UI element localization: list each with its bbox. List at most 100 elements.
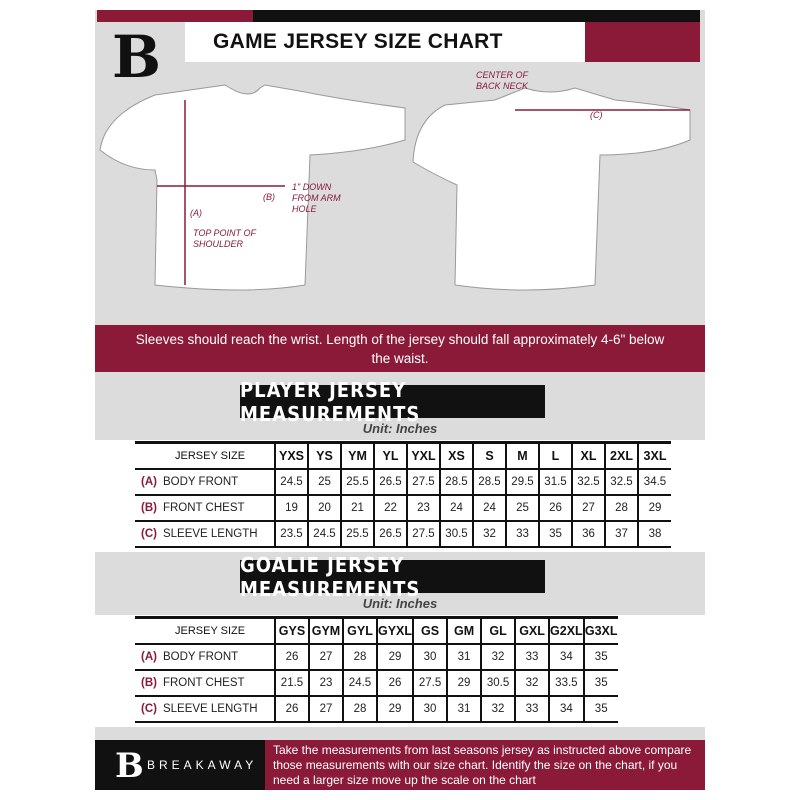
player-unit: Unit: Inches [362, 421, 438, 436]
player-size-table: JERSEY SIZE YXS YS YM YL YXL XS S M L XL 2XL 3XL (A) B… [135, 441, 671, 548]
measurement-cell: 25.5 [341, 520, 375, 548]
measurement-cell: 32 [481, 695, 517, 723]
size-header: GYXL [377, 616, 415, 645]
measurement-cell: 29 [377, 695, 415, 723]
row-key: (B) [141, 501, 157, 514]
label-c: (C) [590, 110, 603, 120]
row-label: (C) SLEEVE LENGTH [135, 520, 276, 548]
measurement-cell: 28 [343, 643, 378, 671]
measurement-cell: 21 [341, 494, 375, 522]
breakaway-logo: B [112, 23, 162, 91]
measurement-cell: 29.5 [506, 468, 540, 496]
size-header: GS [413, 616, 449, 645]
measurement-cell: 24.5 [275, 468, 309, 496]
measurement-cell: 33.5 [549, 669, 585, 697]
measurement-cell: 24 [473, 494, 507, 522]
measurement-cell: 27.5 [407, 520, 441, 548]
top-dark-bar [253, 10, 700, 22]
back-neck-note: CENTER OF BACK NECK [476, 70, 529, 91]
measurement-cell: 29 [377, 643, 415, 671]
top-point-note: TOP POINT OF SHOULDER [193, 228, 256, 249]
row-key: (C) [141, 527, 157, 540]
table-row: (B) FRONT CHEST 21.5 23 24.5 26 27.5 29 30.5 32 33… [135, 669, 618, 697]
measurement-cell: 32 [515, 669, 551, 697]
measurement-cell: 27 [309, 643, 344, 671]
measurement-cell: 23.5 [275, 520, 309, 548]
title-accent-block [585, 22, 700, 62]
size-header: G3XL [583, 616, 618, 645]
size-header: YXS [275, 441, 309, 470]
measurement-cell: 25.5 [341, 468, 375, 496]
measurement-cell: 22 [374, 494, 408, 522]
size-header: YL [374, 441, 408, 470]
footer-instructions: Take the measurements from last seasons … [265, 740, 705, 790]
row-name: FRONT CHEST [162, 501, 245, 514]
row-name: FRONT CHEST [162, 676, 245, 689]
brand-name: BREAKAWAY [147, 758, 258, 772]
size-header: GYS [275, 616, 310, 645]
player-heading: PLAYER JERSEY MEASUREMENTS [240, 378, 545, 426]
measurement-cell: 28.5 [440, 468, 474, 496]
row-label: (A) BODY FRONT [135, 468, 276, 496]
measurement-cell: 30 [413, 695, 449, 723]
measurement-cell: 24.5 [343, 669, 378, 697]
row-name: SLEEVE LENGTH [162, 702, 258, 715]
table-row: (C) SLEEVE LENGTH 23.5 24.5 25.5 26.5 27.5 30.5… [135, 520, 671, 548]
measurement-cell: 29 [638, 494, 671, 522]
measurement-cell: 25 [506, 494, 540, 522]
size-header: GL [481, 616, 517, 645]
size-header: GYM [309, 616, 344, 645]
measurement-cell: 29 [447, 669, 483, 697]
size-header: XS [440, 441, 474, 470]
jersey-diagram [99, 84, 691, 291]
page-title: GAME JERSEY SIZE CHART [185, 22, 585, 62]
size-header: GXL [515, 616, 551, 645]
row-name: BODY FRONT [162, 475, 239, 488]
measurement-cell: 32.5 [605, 468, 639, 496]
goalie-size-table: JERSEY SIZE GYS GYM GYL GYXL GS GM GL GXL G2XL G3X… [135, 616, 618, 723]
row-label: (B) FRONT CHEST [135, 494, 276, 522]
measurement-cell: 27.5 [413, 669, 449, 697]
measurement-cell: 33 [506, 520, 540, 548]
row-key: (C) [141, 702, 157, 715]
measurement-cell: 26.5 [374, 468, 408, 496]
measurement-cell: 37 [605, 520, 639, 548]
fit-banner: Sleeves should reach the wrist. Length o… [95, 325, 705, 372]
size-header: S [473, 441, 507, 470]
measurement-cell: 35 [539, 520, 573, 548]
size-header: L [539, 441, 573, 470]
size-header: GYL [343, 616, 378, 645]
measurement-cell: 27 [572, 494, 606, 522]
measurement-cell: 19 [275, 494, 309, 522]
measurement-cell: 28 [605, 494, 639, 522]
measurement-cell: 36 [572, 520, 606, 548]
measurement-cell: 31.5 [539, 468, 573, 496]
measurement-cell: 33 [515, 643, 551, 671]
row-key: (B) [141, 676, 157, 689]
measurement-cell: 26 [377, 669, 415, 697]
size-header: XL [572, 441, 606, 470]
measurement-cell: 20 [308, 494, 342, 522]
measurement-cell: 31 [447, 695, 483, 723]
measurement-cell: 27.5 [407, 468, 441, 496]
measurement-cell: 27 [309, 695, 344, 723]
table-row: (C) SLEEVE LENGTH 26 27 28 29 30 31 32 33 34 35 [135, 695, 618, 723]
size-header: YM [341, 441, 375, 470]
table-row: (A) BODY FRONT 26 27 28 29 30 31 32 33 34 35 [135, 643, 618, 671]
size-header: YS [308, 441, 342, 470]
measurement-cell: 32 [481, 643, 517, 671]
goalie-heading: GOALIE JERSEY MEASUREMENTS [240, 553, 545, 601]
size-header: G2XL [549, 616, 585, 645]
row-name: BODY FRONT [162, 650, 239, 663]
size-header: 3XL [638, 441, 671, 470]
size-header: M [506, 441, 540, 470]
size-label: JERSEY SIZE [135, 441, 276, 470]
measurement-cell: 24 [440, 494, 474, 522]
goalie-unit: Unit: Inches [362, 596, 438, 611]
row-key: (A) [141, 475, 157, 488]
footer-logo: B [115, 746, 144, 786]
measurement-cell: 25 [308, 468, 342, 496]
size-header: 2XL [605, 441, 639, 470]
measurement-cell: 35 [583, 669, 618, 697]
label-b: (B) [263, 192, 275, 202]
